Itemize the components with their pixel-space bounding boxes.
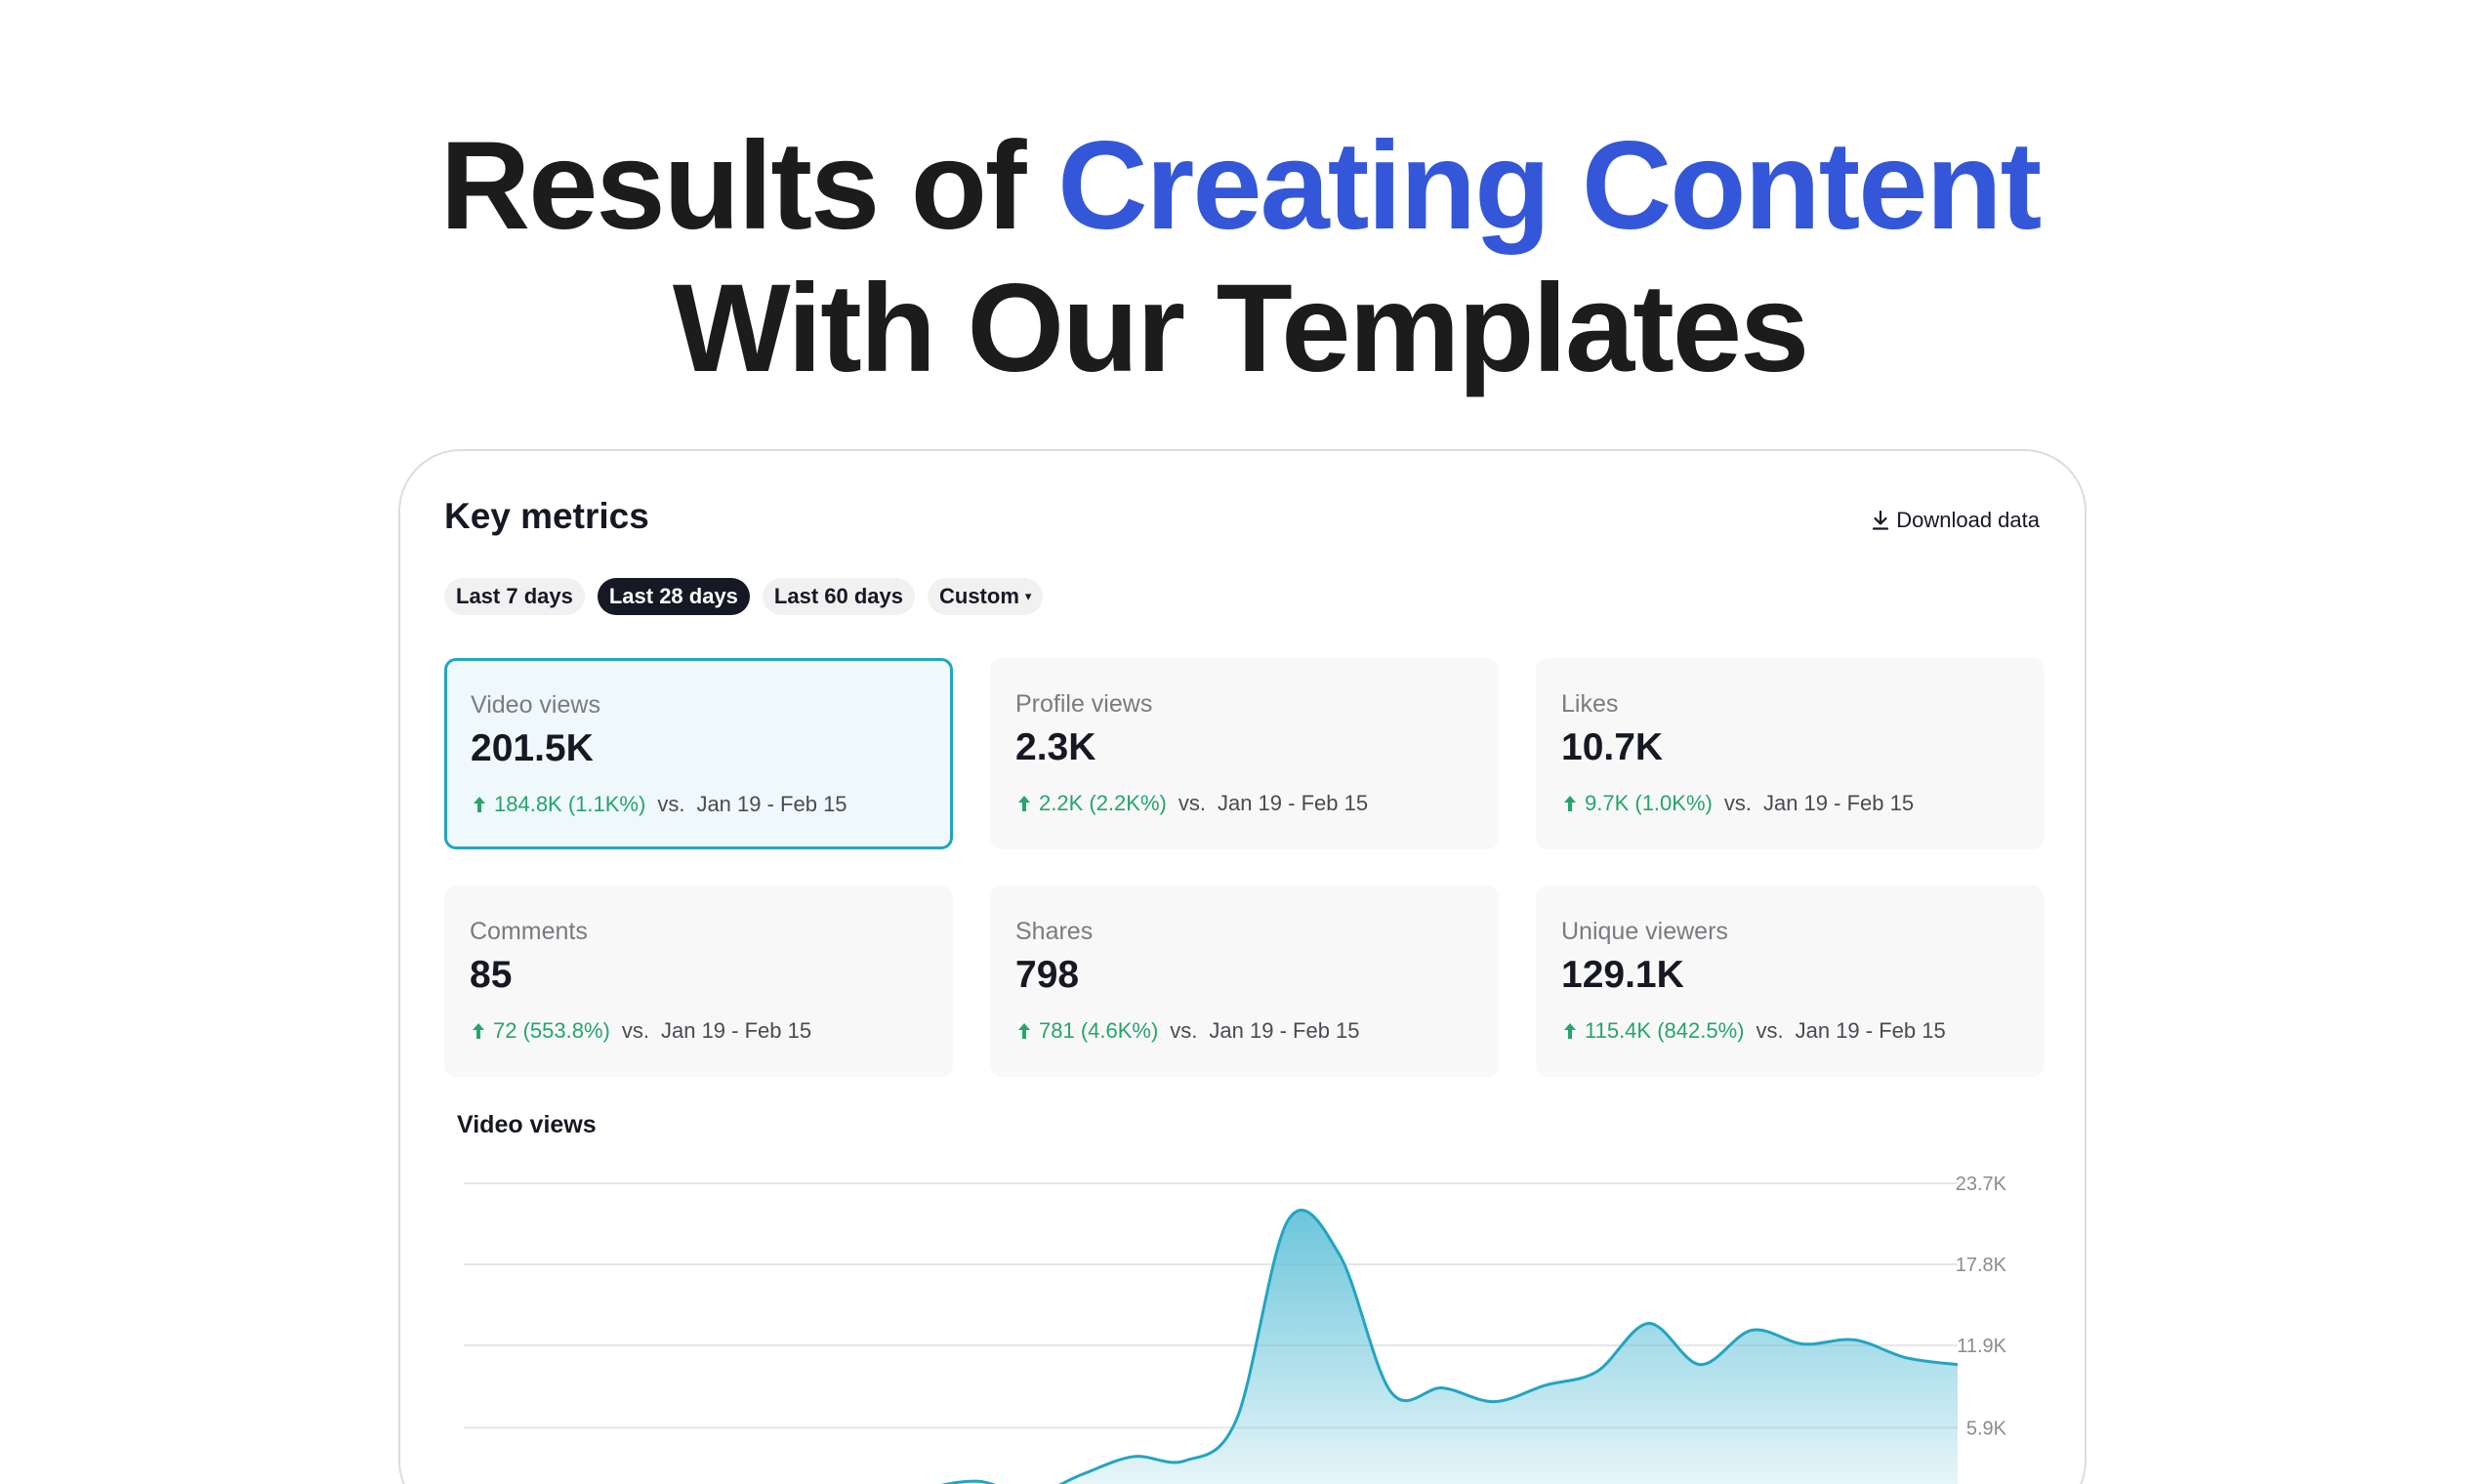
metric-label: Comments bbox=[470, 918, 588, 945]
delta-vs: vs. bbox=[657, 792, 685, 816]
chart-title: Video views bbox=[457, 1111, 597, 1138]
download-data-button[interactable]: Download data bbox=[1871, 508, 2040, 533]
delta-period: Jan 19 - Feb 15 bbox=[696, 792, 847, 816]
metric-card-video-views[interactable]: Video views 201.5K 184.8K (1.1K%) vs. Ja… bbox=[444, 658, 953, 849]
headline: Results of Creating Content With Our Tem… bbox=[0, 115, 2480, 400]
chip-label: Last 60 days bbox=[773, 584, 903, 608]
delta-vs: vs. bbox=[1170, 1018, 1198, 1043]
metric-card-profile-views[interactable]: Profile views 2.3K 2.2K (2.2K%) vs. Jan … bbox=[990, 658, 1499, 849]
chip-label: Last 28 days bbox=[608, 584, 738, 608]
metric-card-likes[interactable]: Likes 10.7K 9.7K (1.0K%) vs. Jan 19 - Fe… bbox=[1536, 658, 2045, 849]
delta-value: 2.2K (2.2K%) bbox=[1039, 791, 1167, 815]
range-chip-last-28-days[interactable]: Last 28 days bbox=[597, 578, 750, 615]
metric-delta: 2.2K (2.2K%) vs. Jan 19 - Feb 15 bbox=[1017, 791, 1368, 816]
headline-line-2: With Our Templates bbox=[672, 259, 1809, 398]
delta-vs: vs. bbox=[1723, 791, 1752, 815]
metric-delta: 781 (4.6K%) vs. Jan 19 - Feb 15 bbox=[1017, 1018, 1360, 1044]
chart-svg: 23.7K 17.8K 11.9K 5.9K bbox=[464, 1174, 2007, 1484]
metric-delta: 72 (553.8%) vs. Jan 19 - Feb 15 bbox=[472, 1018, 811, 1044]
delta-period: Jan 19 - Feb 15 bbox=[1209, 1018, 1360, 1043]
metric-value: 10.7K bbox=[1561, 726, 1664, 768]
delta-value: 9.7K (1.0K%) bbox=[1585, 791, 1713, 815]
key-metrics-panel: Key metrics Download data Last 7 days La… bbox=[398, 449, 2087, 1484]
delta-vs: vs. bbox=[1178, 791, 1206, 815]
delta-value: 72 (553.8%) bbox=[493, 1018, 610, 1043]
metric-label: Shares bbox=[1015, 918, 1094, 945]
range-chip-last-60-days[interactable]: Last 60 days bbox=[762, 578, 915, 615]
metric-label: Unique viewers bbox=[1561, 918, 1728, 945]
range-chip-custom[interactable]: Custom ▾ bbox=[928, 578, 1044, 615]
metric-delta: 9.7K (1.0K%) vs. Jan 19 - Feb 15 bbox=[1563, 791, 1914, 816]
range-chip-last-7-days[interactable]: Last 7 days bbox=[444, 578, 585, 615]
metric-card-comments[interactable]: Comments 85 72 (553.8%) vs. Jan 19 - Feb… bbox=[444, 886, 953, 1077]
y-tick-label: 23.7K bbox=[1956, 1174, 2007, 1195]
metric-label: Profile views bbox=[1015, 690, 1153, 718]
delta-value: 115.4K (842.5%) bbox=[1585, 1018, 1745, 1043]
headline-line-1: Results of Creating Content bbox=[0, 115, 2480, 258]
arrow-up-icon bbox=[1564, 1023, 1576, 1039]
metric-value: 201.5K bbox=[471, 727, 594, 769]
delta-period: Jan 19 - Feb 15 bbox=[1762, 791, 1915, 815]
arrow-up-icon bbox=[473, 1023, 484, 1039]
date-range-selector: Last 7 days Last 28 days Last 60 days Cu… bbox=[444, 578, 1044, 615]
y-tick-label: 5.9K bbox=[1966, 1418, 2007, 1439]
panel-title: Key metrics bbox=[444, 496, 649, 536]
y-tick-label: 17.8K bbox=[1956, 1255, 2007, 1276]
delta-period: Jan 19 - Feb 15 bbox=[1217, 791, 1369, 815]
video-views-chart: 23.7K 17.8K 11.9K 5.9K bbox=[449, 1154, 2070, 1484]
chip-label: Last 7 days bbox=[456, 584, 573, 608]
metric-delta: 184.8K (1.1K%) vs. Jan 19 - Feb 15 bbox=[473, 792, 847, 817]
video-views-area bbox=[947, 1210, 1958, 1484]
metric-label: Video views bbox=[471, 691, 600, 719]
arrow-up-icon bbox=[474, 797, 485, 812]
metric-card-unique-viewers[interactable]: Unique viewers 129.1K 115.4K (842.5%) vs… bbox=[1536, 886, 2045, 1077]
video-views-line bbox=[940, 1208, 1959, 1484]
metric-label: Likes bbox=[1561, 690, 1619, 718]
delta-value: 781 (4.6K%) bbox=[1039, 1018, 1159, 1043]
metric-value: 85 bbox=[470, 954, 513, 996]
headline-accent: Creating Content bbox=[1057, 116, 2042, 256]
metric-value: 798 bbox=[1015, 954, 1080, 996]
delta-period: Jan 19 - Feb 15 bbox=[1795, 1018, 1946, 1043]
metric-delta: 115.4K (842.5%) vs. Jan 19 - Feb 15 bbox=[1563, 1018, 1946, 1044]
caret-down-icon: ▾ bbox=[1024, 589, 1032, 603]
delta-vs: vs. bbox=[621, 1018, 649, 1043]
download-data-label: Download data bbox=[1896, 508, 2040, 532]
y-tick-label: 11.9K bbox=[1957, 1336, 2006, 1357]
metric-card-shares[interactable]: Shares 798 781 (4.6K%) vs. Jan 19 - Feb … bbox=[990, 886, 1499, 1077]
download-icon bbox=[1873, 510, 1889, 530]
chip-label: Custom bbox=[939, 584, 1019, 608]
delta-value: 184.8K (1.1K%) bbox=[494, 792, 646, 816]
arrow-up-icon bbox=[1564, 796, 1576, 811]
arrow-up-icon bbox=[1018, 1023, 1030, 1039]
arrow-up-icon bbox=[1018, 796, 1030, 811]
headline-prefix: Results of bbox=[439, 116, 1058, 256]
delta-period: Jan 19 - Feb 15 bbox=[660, 1018, 812, 1043]
metric-value: 2.3K bbox=[1015, 726, 1096, 768]
metric-value: 129.1K bbox=[1561, 954, 1684, 996]
delta-vs: vs. bbox=[1756, 1018, 1784, 1043]
